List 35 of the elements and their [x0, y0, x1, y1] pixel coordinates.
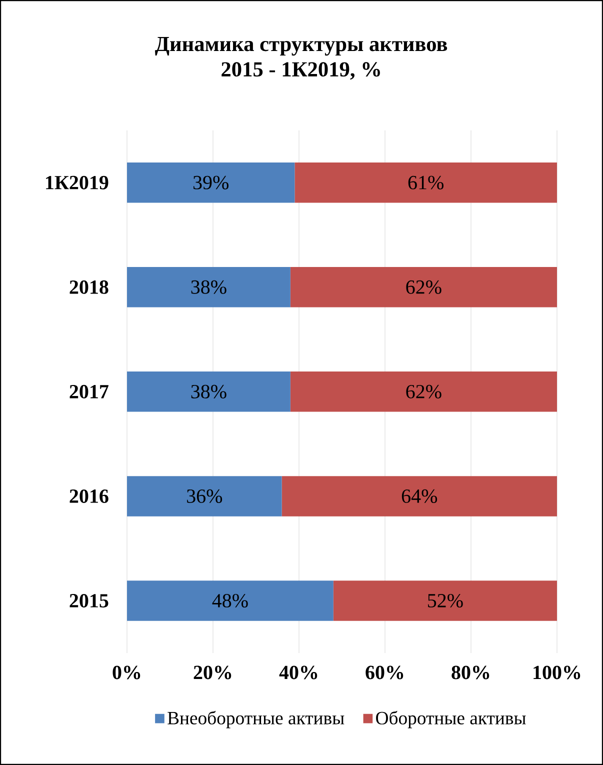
y-tick-label: 2018	[70, 280, 108, 294]
data-label: 52%	[428, 594, 463, 608]
y-tick-label: 2016	[70, 489, 108, 503]
bar	[282, 476, 557, 516]
y-tick-label: 2017	[70, 384, 108, 398]
data-label: 38%	[191, 280, 226, 294]
legend-label: Оборотные активы	[376, 710, 526, 728]
bar	[126, 372, 290, 412]
chart-title: Динамика структуры активов	[154, 37, 448, 56]
legend-label: Внеоборотные активы	[168, 710, 344, 728]
x-tick-label: 60%	[366, 666, 404, 680]
bar	[333, 580, 557, 621]
bar	[126, 580, 334, 621]
data-label: 39%	[193, 176, 228, 190]
y-tick-label: 1К2019	[46, 176, 108, 190]
bar	[290, 372, 557, 412]
chart-subtitle: 2015 - 1К2019, %	[222, 62, 380, 80]
y-tick-label: 2015	[70, 594, 108, 608]
x-tick-label: 100%	[534, 666, 580, 680]
bar	[290, 267, 557, 308]
data-label: 62%	[406, 384, 442, 398]
data-label: 36%	[187, 489, 222, 503]
data-label: 61%	[408, 176, 444, 190]
data-label: 62%	[406, 280, 442, 294]
x-tick-label: 40%	[279, 666, 318, 680]
bar	[294, 162, 557, 203]
x-tick-label: 80%	[452, 666, 490, 680]
data-label: 64%	[402, 489, 438, 503]
x-tick-label: 0%	[112, 666, 140, 680]
bar	[126, 476, 282, 516]
data-label: 48%	[212, 594, 248, 608]
bar	[126, 162, 295, 203]
x-tick-label: 20%	[194, 666, 232, 680]
data-label: 38%	[191, 384, 226, 398]
bar	[126, 267, 290, 308]
